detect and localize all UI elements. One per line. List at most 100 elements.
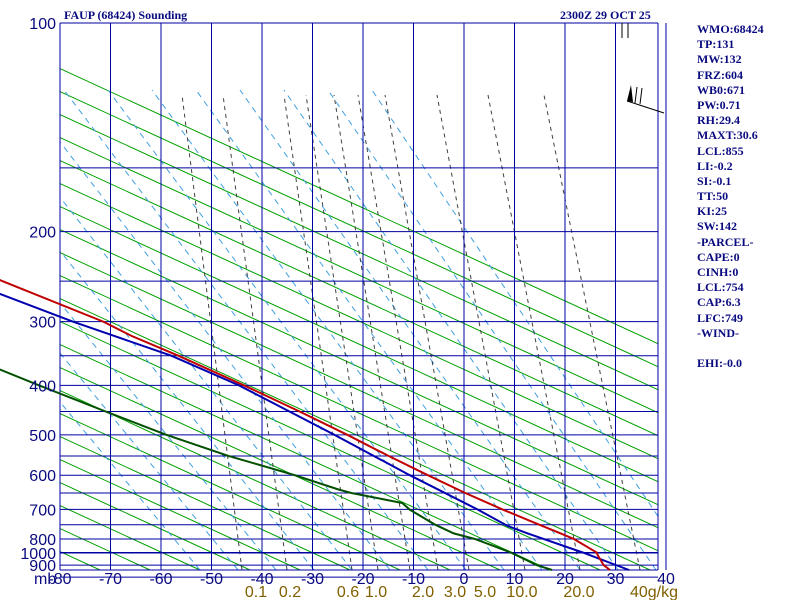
dry-adiabat: [59, 413, 401, 571]
pressure-tick-label: 1000: [20, 546, 56, 563]
temperature-tick-label: 20: [556, 571, 574, 588]
index-line: LCL:855: [697, 143, 744, 158]
stability-index-panel: WMO:68424 TP:131 MW:132 FRZ:604 WB0:671 PW:0.…: [697, 22, 797, 371]
index-line: -WIND-: [697, 325, 739, 340]
index-line: LCL:754: [697, 280, 744, 295]
index-line: -PARCEL-: [697, 234, 754, 249]
index-line: MAXT:30.6: [697, 128, 758, 143]
wind-barb: [621, 23, 665, 114]
axis-unit-label: mb: [34, 571, 56, 588]
index-line: CINH:0: [697, 265, 739, 279]
wind-barb-staff: [626, 100, 665, 114]
temperature-tick-label: 30: [607, 571, 625, 588]
wind-barb-flag: [634, 86, 638, 104]
dry-adiabat: [59, 229, 659, 506]
temperature-tick-label: -10: [402, 571, 425, 588]
pressure-tick-label: 300: [29, 315, 56, 332]
mixing-ratio-label: 0.2: [279, 584, 301, 600]
pressure-tick-label: 500: [29, 428, 56, 445]
dry-adiabat: [59, 252, 659, 529]
dry-adiabat: [59, 137, 659, 414]
mixing-ratio-line: [487, 94, 581, 571]
index-line: [697, 341, 797, 356]
index-line: PW:0.71: [697, 97, 741, 112]
temperature-tick-label: -40: [250, 571, 273, 588]
dry-adiabat: [59, 344, 551, 571]
mixing-ratio-label: 20.0: [563, 584, 594, 600]
dry-adiabat: [59, 551, 101, 571]
moist-adiabat: [107, 89, 467, 571]
index-line: CAPE:0: [697, 249, 740, 264]
temperature-tick-label: 0: [460, 571, 469, 588]
index-line: RH:29.4: [697, 113, 740, 128]
isobar-isotherm-grid: [59, 22, 667, 578]
dry-adiabat: [59, 206, 659, 483]
dewpoint-trace: [0, 368, 553, 571]
mixing-ratio-line: [333, 94, 411, 571]
pressure-tick-label: 400: [29, 378, 56, 395]
mixing-ratio-label: 3.0: [444, 584, 466, 600]
moist-adiabat: [283, 89, 619, 571]
mixing-ratio-line: [305, 94, 379, 571]
dry-adiabat: [59, 505, 201, 571]
index-line: FRZ:604: [697, 67, 743, 82]
mixing-ratio-label: 40g/kg: [630, 584, 678, 600]
dry-adiabat: [59, 321, 601, 571]
temperature-tick-label: -30: [301, 571, 324, 588]
index-line: LFC:749: [697, 310, 743, 325]
pressure-tick-label: 600: [29, 468, 56, 485]
mixing-ratio-label: 10.0: [506, 584, 537, 600]
moist-adiabat: [59, 302, 277, 571]
dry-adiabat: [59, 91, 659, 368]
dry-adiabat: [59, 482, 251, 571]
pressure-tick-label: 800: [29, 532, 56, 549]
index-line: KI:25: [697, 204, 727, 219]
temperature-tick-label: -20: [351, 571, 374, 588]
dry-adiabat: [59, 367, 501, 571]
moist-adiabat: [59, 196, 353, 571]
dry-adiabat: [59, 459, 301, 571]
pressure-tick-label: 900: [29, 558, 56, 575]
mixing-ratio-line: [543, 94, 641, 571]
index-line: SI:-0.1: [697, 173, 732, 188]
temperature-trace: [0, 278, 611, 571]
dry-adiabat: [59, 528, 151, 571]
pressure-tick-label: 100: [29, 16, 56, 33]
temperature-tick-label: 40: [657, 571, 675, 588]
dry-adiabat: [59, 68, 659, 345]
index-line: MW:132: [697, 52, 742, 67]
chart-timestamp: 2300Z 29 OCT 25: [560, 8, 651, 22]
dry-adiabat: [59, 436, 351, 571]
sounding-profiles: [0, 278, 630, 571]
moist-adiabat: [59, 250, 315, 571]
mixing-ratio-label: 0.1: [245, 584, 267, 600]
moist-adiabats: [59, 89, 659, 571]
index-line: TP:131: [697, 37, 735, 52]
moist-adiabat: [63, 89, 429, 571]
index-line: WMO:68424: [697, 22, 764, 36]
index-line: TT:50: [697, 189, 729, 204]
temperature-tick-label: 10: [506, 571, 524, 588]
mixing-ratio-line: [436, 94, 526, 571]
index-line: LI:-0.2: [697, 158, 733, 173]
dry-adiabat: [59, 160, 659, 437]
temperature-tick-label: -70: [99, 571, 122, 588]
mixing-ratio-label: 1.0: [365, 584, 387, 600]
index-line: CAP:6.3: [697, 295, 741, 310]
mixing-ratio-label: 0.6: [337, 584, 359, 600]
parcel-trace: [0, 292, 630, 571]
mixing-ratio-line: [357, 94, 439, 571]
chart-title: FAUP (68424) Sounding: [64, 8, 188, 22]
temperature-tick-label: -60: [149, 571, 172, 588]
mixing-ratio-lines: [181, 94, 641, 571]
wind-barb-flag: [639, 87, 643, 105]
index-line: EHI:-0.0: [697, 356, 742, 371]
dry-adiabat: [59, 390, 451, 571]
mixing-ratio-label: 5.0: [474, 584, 496, 600]
temperature-tick-label: -50: [200, 571, 223, 588]
mixing-ratio-line: [384, 94, 470, 571]
moist-adiabat: [59, 141, 391, 571]
index-line: SW:142: [697, 219, 738, 234]
